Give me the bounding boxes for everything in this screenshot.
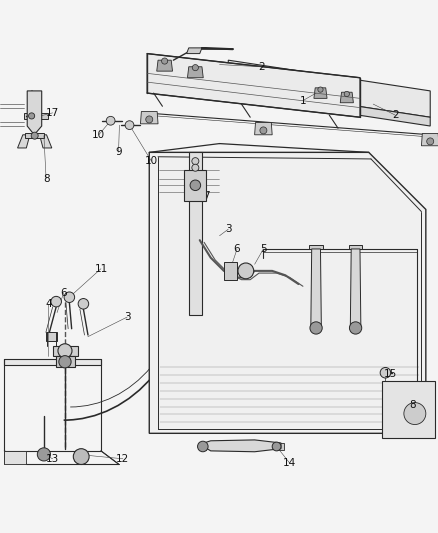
Polygon shape [339,92,353,103]
Polygon shape [4,359,101,365]
Text: 8: 8 [408,400,415,410]
Polygon shape [228,60,429,117]
Polygon shape [39,135,52,148]
Polygon shape [18,135,30,148]
Circle shape [259,127,266,134]
Polygon shape [348,245,361,249]
Polygon shape [156,60,172,71]
Text: 2: 2 [257,62,264,72]
Circle shape [37,448,50,461]
Text: 10: 10 [145,156,158,166]
Text: 17: 17 [46,108,59,118]
Polygon shape [188,152,201,315]
Text: 12: 12 [116,454,129,464]
Circle shape [343,91,349,96]
Circle shape [73,449,89,464]
Polygon shape [254,123,272,135]
Polygon shape [187,67,203,78]
Polygon shape [381,381,434,438]
Polygon shape [350,249,360,328]
Circle shape [403,402,425,425]
Text: 2: 2 [391,110,398,120]
Circle shape [379,367,390,378]
Polygon shape [56,357,74,367]
Circle shape [64,292,74,303]
Circle shape [237,263,253,279]
Polygon shape [147,54,359,117]
Text: 11: 11 [94,264,107,273]
Circle shape [145,116,152,123]
Circle shape [349,322,361,334]
Polygon shape [74,451,88,461]
Text: 3: 3 [124,312,131,322]
Circle shape [190,180,200,191]
Text: 8: 8 [42,174,49,184]
Circle shape [197,441,208,452]
Circle shape [78,298,88,309]
Circle shape [309,322,321,334]
Text: 6: 6 [233,244,240,254]
Polygon shape [228,86,429,126]
Polygon shape [140,111,158,124]
Polygon shape [186,48,201,54]
Text: 7: 7 [202,191,209,201]
Text: 4: 4 [45,299,52,309]
Circle shape [28,113,35,119]
Polygon shape [149,152,425,433]
Polygon shape [4,451,26,464]
Text: 3: 3 [224,224,231,234]
Circle shape [317,87,322,92]
Circle shape [106,116,115,125]
Polygon shape [53,345,78,357]
Polygon shape [310,249,321,328]
Circle shape [58,344,72,358]
Text: 14: 14 [283,458,296,468]
Circle shape [191,158,198,165]
Text: 15: 15 [383,369,396,379]
Text: 5: 5 [259,244,266,254]
Polygon shape [313,88,326,99]
Circle shape [59,356,71,368]
Polygon shape [46,333,57,341]
Circle shape [51,296,61,307]
Polygon shape [199,440,280,452]
Text: 10: 10 [92,130,105,140]
Polygon shape [184,170,206,200]
Circle shape [272,442,280,451]
Circle shape [191,164,198,171]
Polygon shape [25,133,44,138]
Text: 9: 9 [115,147,122,157]
Polygon shape [420,133,438,146]
Polygon shape [27,91,42,135]
Polygon shape [199,443,206,450]
Text: 13: 13 [46,454,59,464]
Text: 6: 6 [60,288,67,298]
Circle shape [31,132,38,139]
Polygon shape [223,262,237,280]
Polygon shape [309,245,322,249]
Polygon shape [396,390,431,435]
Polygon shape [276,443,284,450]
Circle shape [125,121,134,130]
Polygon shape [24,113,48,119]
Text: 8: 8 [187,175,194,184]
Circle shape [426,138,433,145]
Circle shape [161,58,167,64]
Circle shape [192,64,198,71]
Text: 1: 1 [299,95,306,106]
